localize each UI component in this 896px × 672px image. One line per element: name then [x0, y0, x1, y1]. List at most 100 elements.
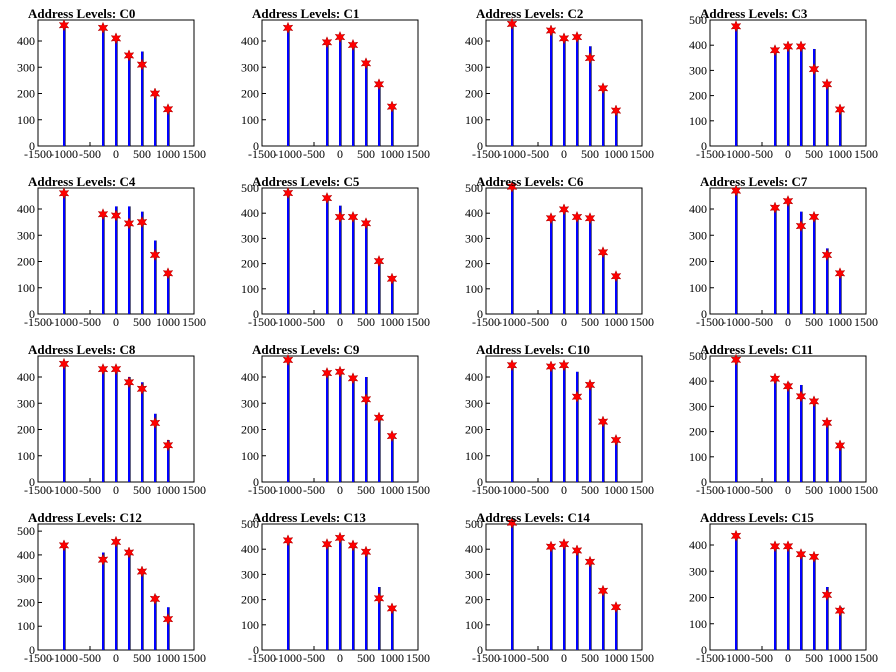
y-tick-label: 200	[689, 425, 707, 439]
x-tick-label: -1500	[696, 315, 724, 329]
chart-title: Address Levels: C9	[252, 342, 360, 357]
x-tick-label: 1500	[854, 147, 878, 161]
x-tick-label: -1000	[50, 651, 78, 665]
bar	[128, 551, 130, 650]
x-tick-label: 0	[561, 483, 567, 497]
x-tick-label: -500	[303, 147, 325, 161]
chart-panel: 0 100 200 300 400 500 -1500 -1000 -500 0 500 1000 15…	[448, 168, 672, 336]
x-tick-label: -1500	[24, 315, 52, 329]
star-marker	[123, 546, 135, 559]
x-tick-label: 1500	[630, 483, 654, 497]
star-marker	[149, 248, 161, 262]
y-tick-label: 500	[17, 524, 35, 538]
y-tick-label: 200	[689, 255, 707, 269]
bar	[839, 270, 841, 314]
y-tick-label: 300	[465, 567, 483, 581]
chart-svg: 0 100 200 300 400 500 -1500-1000 -500 0 500 1000 15…	[465, 516, 654, 665]
y-tick-label: 500	[689, 349, 707, 363]
star-marker	[321, 366, 333, 380]
x-tick-label: 1500	[854, 651, 878, 665]
y-tick-label: 100	[465, 113, 483, 127]
bar	[615, 438, 617, 482]
star-marker	[136, 382, 148, 395]
y-tick-label: 0	[29, 475, 35, 489]
star-marker	[373, 592, 385, 605]
bar	[326, 371, 328, 482]
y-tick-label: 0	[253, 139, 259, 153]
x-tick-label: 0	[113, 483, 119, 497]
star-marker	[334, 210, 346, 224]
x-tick-label: -500	[751, 483, 773, 497]
star-marker	[782, 540, 794, 553]
bar	[128, 206, 130, 314]
y-tick-label: 400	[241, 34, 259, 48]
bar	[826, 248, 828, 314]
y-tick-label: 400	[241, 370, 259, 384]
bar	[800, 552, 802, 650]
x-tick-label: 500	[581, 315, 599, 329]
star-marker	[610, 270, 622, 283]
star-marker	[110, 32, 122, 45]
x-tick-label: 1000	[156, 483, 180, 497]
star-marker	[149, 87, 161, 100]
chart-svg: 0 100 200 300 400 -1500-1000 -500 0 500 1000 1500	[241, 353, 430, 497]
x-tick-label: 1000	[604, 651, 628, 665]
x-tick-label: -1500	[24, 483, 52, 497]
bar	[339, 205, 341, 314]
bar	[511, 25, 513, 146]
star-marker	[769, 372, 781, 385]
y-tick-label: 300	[465, 231, 483, 245]
star-marker	[149, 416, 161, 430]
y-tick-label: 100	[465, 282, 483, 296]
x-tick-label: -1500	[248, 315, 276, 329]
x-tick-label: 0	[337, 147, 343, 161]
x-tick-label: 1500	[854, 483, 878, 497]
x-tick-label: 500	[805, 147, 823, 161]
bar	[287, 358, 289, 482]
y-tick-label: 200	[465, 423, 483, 437]
y-tick-label: 200	[17, 87, 35, 101]
chart-title: Address Levels: C14	[476, 510, 590, 525]
star-marker	[123, 376, 135, 389]
y-tick-label: 100	[17, 619, 35, 633]
bar	[774, 206, 776, 314]
bar	[326, 196, 328, 314]
x-tick-label: -500	[303, 483, 325, 497]
bar	[826, 85, 828, 146]
x-tick-label: -1000	[722, 147, 750, 161]
bar	[115, 371, 117, 482]
bar	[826, 421, 828, 482]
x-tick-label: -500	[751, 315, 773, 329]
x-tick-label: -500	[303, 651, 325, 665]
y-tick-label: 300	[241, 60, 259, 74]
x-tick-label: -1000	[50, 483, 78, 497]
star-marker	[571, 390, 583, 403]
star-marker	[808, 62, 820, 76]
chart-svg: 0 100 200 300 400 500 -1500-1000 -500 0 500 1000 15…	[689, 349, 878, 497]
bar	[352, 546, 354, 650]
y-tick-label: 300	[241, 231, 259, 245]
star-marker	[334, 531, 346, 545]
star-marker	[545, 212, 557, 225]
y-tick-label: 100	[689, 281, 707, 295]
bar	[115, 206, 117, 314]
bar	[615, 273, 617, 314]
x-tick-label: 1000	[604, 315, 628, 329]
x-tick-label: -1500	[696, 483, 724, 497]
bar	[339, 370, 341, 482]
bar	[787, 47, 789, 146]
bar	[141, 51, 143, 146]
star-marker	[321, 36, 333, 49]
chart-panel: 0 100 200 300 400 500 -1500 -1000 -500 0 500 1000 15…	[672, 336, 896, 504]
chart-title: Address Levels: C10	[476, 342, 590, 357]
star-marker	[136, 215, 148, 229]
x-tick-label: -1000	[50, 147, 78, 161]
chart-svg: 0 100 200 300 400 -1500-1000 -500 0 500 1000 1500	[465, 355, 654, 497]
star-marker	[795, 548, 807, 561]
y-tick-label: 100	[241, 113, 259, 127]
star-marker	[347, 372, 359, 385]
star-marker	[110, 209, 122, 222]
star-marker	[282, 21, 294, 35]
x-tick-label: 1000	[604, 483, 628, 497]
x-tick-label: 1000	[156, 147, 180, 161]
